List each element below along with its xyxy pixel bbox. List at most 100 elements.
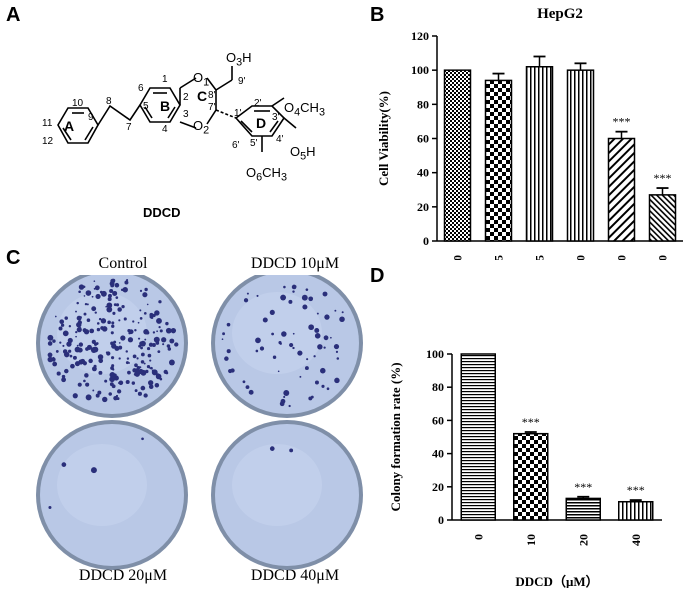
colony [82, 361, 87, 366]
compound-name: DDCD [143, 205, 181, 220]
colony [122, 287, 128, 293]
panel-letter-b: B [370, 4, 385, 26]
colony [105, 305, 108, 308]
colony [297, 350, 303, 356]
colony [150, 316, 154, 319]
colony [52, 361, 58, 367]
colony [334, 309, 337, 312]
colony [269, 446, 275, 451]
colony [75, 335, 77, 338]
colony [143, 329, 149, 335]
colony [131, 381, 136, 385]
bar-5 [525, 66, 554, 242]
colony [248, 389, 254, 395]
colony [155, 373, 162, 380]
colony [97, 390, 102, 395]
colony [165, 321, 169, 326]
colony [174, 342, 179, 347]
chemical-structure: A B C D 10 11 12 9 8 7 5 6 1 4 3 2 8' 9'… [0, 0, 370, 240]
plate-highlight [232, 292, 322, 374]
colony [72, 355, 77, 360]
locant-10: 10 [72, 98, 84, 109]
colony [111, 324, 115, 328]
colony [133, 373, 137, 376]
colony [151, 369, 158, 376]
ring-label-c: C [197, 88, 208, 104]
colony [166, 344, 171, 348]
colony [146, 303, 149, 306]
locant-7-prime: 7' [208, 102, 216, 113]
x-axis-label: DDCD（μM） [515, 574, 598, 588]
colony [59, 319, 65, 325]
x-tick-label: 20 [576, 534, 590, 546]
colony [333, 344, 340, 350]
colony [113, 395, 118, 401]
colony [132, 354, 137, 359]
bar-10 [513, 432, 549, 521]
colony [79, 316, 82, 319]
colony [136, 366, 141, 370]
colony [85, 394, 92, 401]
locant-1: 1 [162, 74, 168, 85]
colony [142, 292, 148, 298]
colony [62, 344, 65, 347]
colony [52, 339, 56, 343]
locant-8-prime: 8' [208, 90, 216, 101]
atom-o5h: O5H [290, 144, 316, 163]
structure-drawing [57, 66, 297, 152]
colony [96, 322, 100, 325]
colony [144, 287, 148, 292]
colony [283, 395, 286, 398]
colony [112, 311, 116, 315]
colony [145, 369, 149, 374]
y-tick-label: 80 [432, 380, 444, 394]
colony [83, 329, 90, 335]
colony [88, 358, 93, 364]
colony [255, 337, 261, 344]
colony [147, 353, 152, 358]
colony [83, 295, 86, 297]
colony [134, 329, 137, 332]
colony [271, 332, 275, 336]
colony [141, 437, 144, 441]
colony [123, 317, 127, 321]
colony [64, 316, 68, 320]
colony [272, 355, 277, 359]
colony [95, 393, 100, 398]
colony [137, 337, 141, 340]
colony [168, 359, 175, 366]
x-tick-label: 10 [524, 534, 538, 546]
ring-label-d: D [256, 115, 267, 131]
y-tick-label: 40 [432, 447, 444, 461]
colony [302, 304, 308, 310]
colony [158, 300, 162, 304]
y-tick-label: 80 [417, 97, 429, 111]
locant-8: 8 [106, 96, 112, 107]
colony [115, 376, 119, 381]
colony [78, 290, 81, 294]
colony [111, 356, 115, 360]
significance-mark: *** [613, 115, 631, 129]
colony [299, 375, 302, 378]
bar-20 [565, 497, 601, 521]
colony [134, 363, 138, 368]
colony [137, 321, 140, 324]
y-axis-label: Cell Viability(%) [376, 91, 391, 186]
colony [56, 371, 61, 376]
colony [305, 288, 309, 291]
colony [89, 328, 95, 334]
colony [90, 467, 97, 474]
colony [125, 380, 130, 385]
colony [109, 376, 115, 383]
colony [105, 351, 108, 354]
colony [288, 299, 293, 304]
colony [221, 338, 224, 341]
colony [139, 317, 143, 320]
colony [339, 316, 345, 322]
colony [114, 346, 120, 351]
colony [301, 294, 308, 301]
x-tick-label: 5 [533, 255, 547, 260]
locant-6-prime: 6' [232, 140, 240, 151]
colony [117, 307, 122, 312]
colony [108, 293, 112, 298]
